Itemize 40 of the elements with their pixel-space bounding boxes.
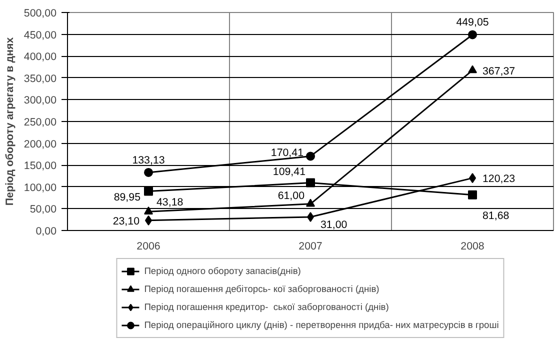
data-label: 31,00	[320, 218, 348, 231]
legend-label: Період операційного циклу (днів) - перетворення придба- них матресурсів в гроші	[144, 319, 499, 332]
point	[144, 206, 153, 214]
data-label: 367,37	[482, 65, 516, 78]
y-tick-label: 450,00	[24, 29, 57, 42]
y-tick-label: 400,00	[24, 51, 57, 64]
data-label: 109,41	[272, 166, 306, 178]
y-axis-title: Період обороту агрегату в днях	[4, 37, 16, 206]
x-tick-label: 2008	[460, 240, 484, 252]
point	[306, 178, 315, 188]
y-tick-label: 300,00	[24, 94, 57, 107]
data-label: 170,41	[270, 147, 304, 160]
y-tick-label: 200,00	[24, 138, 57, 150]
y-tick-label: 350,00	[24, 72, 57, 85]
x-tick-label: 2006	[136, 240, 160, 252]
y-tick-label: 0,00	[36, 226, 57, 238]
legend-label: Період погашення кредитор- ської заборгованості (днів)	[144, 301, 389, 314]
y-tick-label: 500,00	[24, 8, 57, 20]
point	[144, 168, 153, 177]
legend-label: Період одного обороту запасів(днів)	[144, 265, 301, 278]
data-label: 61,00	[278, 190, 305, 202]
data-label: 120,23	[482, 173, 516, 186]
x-tick-label: 2007	[298, 240, 322, 252]
data-label: 23,10	[112, 215, 140, 228]
data-label: 89,95	[114, 191, 141, 204]
point	[468, 65, 477, 74]
legend-label: Період погашення дебіторсь- кої заборгованості (днів)	[144, 283, 380, 296]
point	[306, 152, 315, 161]
y-tick-label: 100,00	[24, 182, 57, 194]
data-label: 81,68	[482, 210, 510, 222]
y-tick-label: 250,00	[24, 116, 57, 128]
y-tick-label: 150,00	[24, 160, 57, 172]
point	[468, 190, 477, 200]
data-label: 449,05	[456, 16, 489, 29]
point	[144, 186, 153, 196]
data-label: 43,18	[156, 196, 184, 209]
y-tick-label: 50,00	[30, 204, 57, 216]
point	[468, 30, 477, 40]
point	[306, 198, 315, 207]
data-label: 133,13	[132, 154, 165, 166]
